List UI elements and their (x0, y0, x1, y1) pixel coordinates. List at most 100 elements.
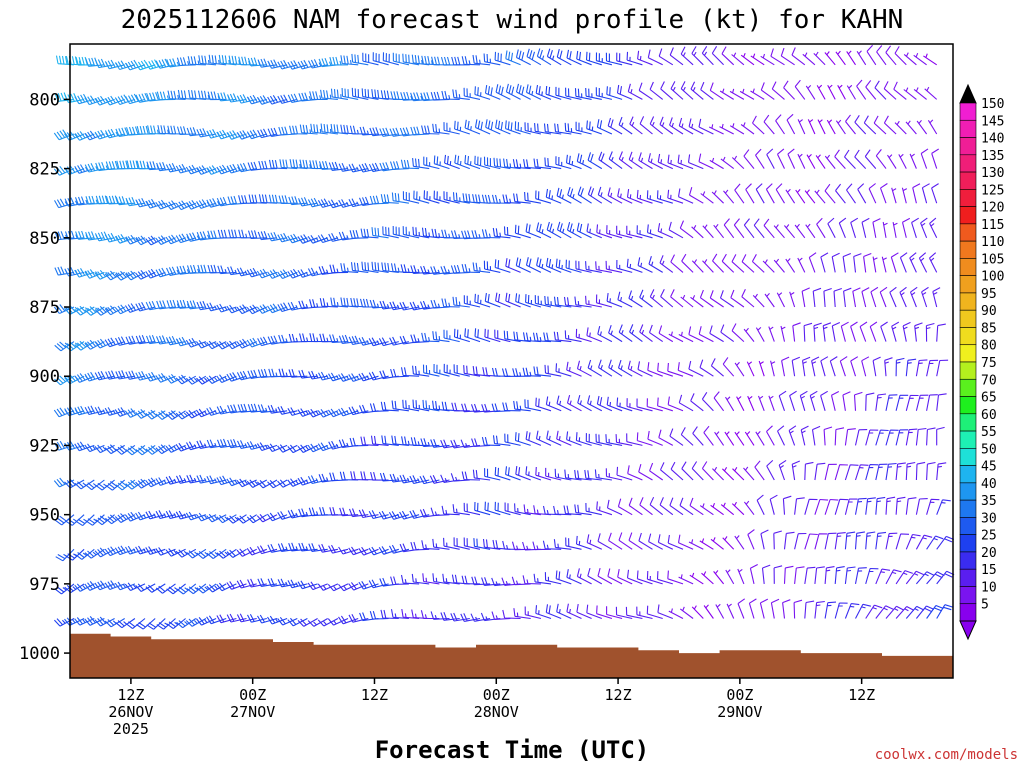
wind-barb (441, 229, 460, 239)
wind-barb (358, 372, 379, 382)
wind-barb (411, 54, 430, 66)
colorbar-label: 125 (981, 183, 1004, 198)
terrain-fill (70, 633, 953, 678)
wind-barb (726, 603, 735, 619)
wind-barb (775, 183, 785, 204)
wind-barb (176, 57, 196, 67)
wind-barb (492, 435, 511, 446)
chart-title: 2025112606 NAM forecast wind profile (kt… (121, 5, 904, 35)
wind-barb (288, 333, 308, 343)
wind-barb (834, 498, 849, 515)
wind-barb (381, 262, 399, 273)
colorbar-label: 95 (981, 287, 997, 302)
wind-barb (691, 461, 704, 481)
wind-barb (680, 427, 694, 446)
wind-barb (348, 406, 369, 416)
wind-barb (216, 164, 237, 175)
wind-barb (216, 582, 237, 592)
wind-barb (308, 59, 328, 69)
colorbar-swatch (959, 448, 977, 466)
wind-barb (504, 120, 521, 135)
wind-barb (628, 532, 643, 550)
wind-barb (525, 223, 542, 239)
wind-barb (565, 154, 582, 170)
wind-barb (866, 44, 877, 66)
wind-barb (804, 461, 814, 481)
wind-barb (328, 544, 349, 554)
wind-barb (658, 48, 674, 66)
wind-barb (913, 87, 927, 100)
wind-barb (564, 122, 582, 135)
wind-barb (186, 300, 206, 310)
wind-barb (216, 374, 237, 384)
wind-barb (912, 183, 921, 204)
wind-barb (277, 578, 298, 588)
wind-barb (691, 225, 704, 239)
wind-barb (115, 618, 136, 629)
y-tick-label: 900 (29, 367, 60, 387)
wind-barb (430, 439, 450, 448)
wind-barb (474, 155, 491, 170)
wind-barb (865, 567, 879, 585)
wind-barb (208, 54, 227, 66)
wind-barb (597, 325, 613, 343)
wind-barb (94, 338, 115, 349)
wind-barb (380, 609, 399, 620)
wind-barb (401, 436, 420, 446)
wind-barb (639, 116, 653, 135)
wind-barb (709, 290, 724, 308)
colorbar-swatch (959, 499, 977, 518)
wind-barb (236, 94, 257, 104)
wind-barb (769, 494, 778, 515)
wind-barb (762, 259, 775, 273)
wind-barb (733, 218, 745, 239)
wind-barb (895, 606, 915, 619)
wind-barb (638, 152, 653, 170)
wind-barb (646, 224, 663, 239)
wind-barb (546, 221, 562, 239)
wind-barb (522, 575, 541, 585)
wind-barb (503, 330, 521, 343)
wind-barb (54, 231, 75, 241)
colorbar-label: 10 (981, 580, 997, 595)
wind-barb (124, 59, 146, 71)
wind-barb (595, 261, 612, 273)
wind-barb (307, 443, 328, 453)
wind-barb (667, 189, 684, 204)
wind-barb (371, 89, 389, 100)
wind-barb (237, 162, 257, 173)
wind-barb (648, 533, 663, 550)
wind-barb (844, 603, 860, 619)
wind-barb (471, 230, 491, 239)
wind-barb (909, 252, 917, 273)
wind-barb (850, 356, 859, 377)
wind-barb (135, 371, 156, 381)
colorbar-label: 140 (981, 132, 1004, 147)
wind-barbs (53, 44, 955, 630)
wind-barb (719, 88, 734, 100)
wind-barb (135, 511, 156, 521)
wind-barb (472, 194, 491, 204)
wind-barb (135, 302, 156, 312)
wind-barb (875, 149, 887, 169)
wind-barb (432, 573, 450, 585)
wind-barb (564, 469, 582, 481)
wind-barb (114, 60, 136, 71)
wind-barb (358, 580, 379, 590)
wind-barb (660, 81, 674, 100)
wind-barb (766, 459, 775, 481)
wind-barb (308, 507, 328, 517)
wind-barb (791, 460, 801, 481)
wind-barb (524, 399, 542, 412)
x-tick-label: 2025 (113, 720, 149, 738)
wind-barb (646, 190, 663, 204)
wind-barb (175, 442, 196, 452)
wind-barb (513, 331, 531, 343)
wind-barb (267, 578, 288, 587)
wind-barb (618, 532, 633, 550)
wind-barb (636, 570, 653, 585)
wind-barb (526, 48, 542, 66)
wind-barb (865, 392, 875, 411)
wind-barb (669, 497, 684, 516)
wind-barb (317, 234, 339, 244)
